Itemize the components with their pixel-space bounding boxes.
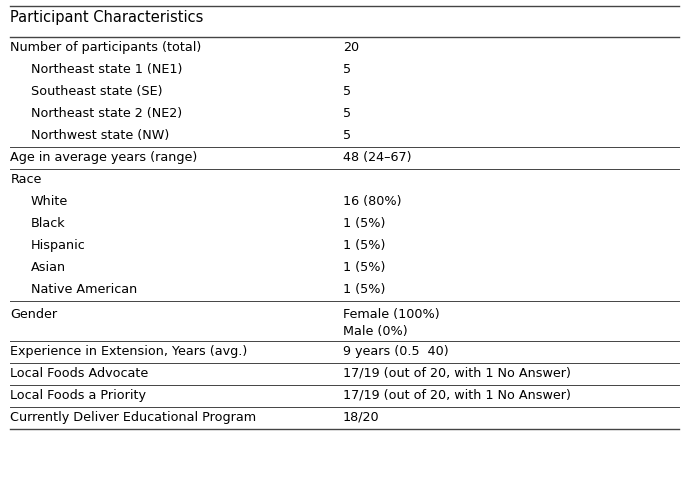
Text: Number of participants (total): Number of participants (total) — [10, 41, 202, 54]
Text: 48 (24–67): 48 (24–67) — [343, 151, 412, 164]
Text: 20: 20 — [343, 41, 359, 54]
Text: Hispanic: Hispanic — [31, 239, 86, 252]
Text: 5: 5 — [343, 129, 351, 142]
Text: White: White — [31, 195, 68, 208]
Text: Local Foods a Priority: Local Foods a Priority — [10, 389, 146, 402]
Text: Asian: Asian — [31, 261, 66, 274]
Text: Age in average years (range): Age in average years (range) — [10, 151, 198, 164]
Text: 17/19 (out of 20, with 1 No Answer): 17/19 (out of 20, with 1 No Answer) — [343, 389, 571, 402]
Text: Female (100%)
Male (0%): Female (100%) Male (0%) — [343, 308, 440, 338]
Text: 5: 5 — [343, 85, 351, 98]
Text: Northeast state 2 (NE2): Northeast state 2 (NE2) — [31, 107, 182, 120]
Text: Experience in Extension, Years (avg.): Experience in Extension, Years (avg.) — [10, 345, 248, 358]
Text: 5: 5 — [343, 63, 351, 76]
Text: 17/19 (out of 20, with 1 No Answer): 17/19 (out of 20, with 1 No Answer) — [343, 367, 571, 380]
Text: Currently Deliver Educational Program: Currently Deliver Educational Program — [10, 411, 257, 424]
Text: 16 (80%): 16 (80%) — [343, 195, 401, 208]
Text: 1 (5%): 1 (5%) — [343, 217, 386, 230]
Text: 1 (5%): 1 (5%) — [343, 261, 386, 274]
Text: Race: Race — [10, 173, 42, 186]
Text: 1 (5%): 1 (5%) — [343, 239, 386, 252]
Text: 18/20: 18/20 — [343, 411, 379, 424]
Text: Native American: Native American — [31, 283, 137, 296]
Text: Black: Black — [31, 217, 65, 230]
Text: 5: 5 — [343, 107, 351, 120]
Text: Local Foods Advocate: Local Foods Advocate — [10, 367, 149, 380]
Text: Northwest state (NW): Northwest state (NW) — [31, 129, 169, 142]
Text: 9 years (0.5  40): 9 years (0.5 40) — [343, 345, 449, 358]
Text: Gender: Gender — [10, 308, 58, 321]
Text: Participant Characteristics: Participant Characteristics — [10, 11, 204, 26]
Text: 1 (5%): 1 (5%) — [343, 283, 386, 296]
Text: Northeast state 1 (NE1): Northeast state 1 (NE1) — [31, 63, 182, 76]
Text: Southeast state (SE): Southeast state (SE) — [31, 85, 163, 98]
